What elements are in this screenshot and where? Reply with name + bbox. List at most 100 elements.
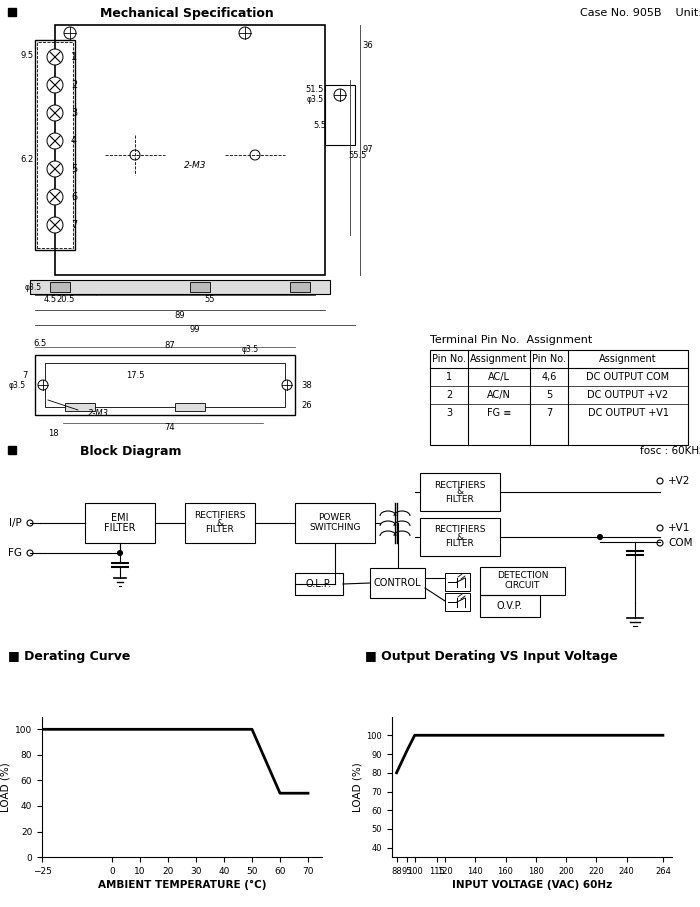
Bar — [295, 573, 343, 595]
Text: 2-M3: 2-M3 — [183, 161, 206, 170]
Text: 89: 89 — [175, 310, 186, 319]
Text: 1: 1 — [446, 372, 452, 382]
Text: &: & — [456, 532, 463, 541]
Circle shape — [64, 27, 76, 39]
Bar — [480, 567, 565, 595]
Text: 6.5: 6.5 — [34, 338, 47, 347]
Text: AC/L: AC/L — [488, 372, 510, 382]
X-axis label: INPUT VOLTAGE (VAC) 60Hz: INPUT VOLTAGE (VAC) 60Hz — [452, 880, 612, 890]
Bar — [325, 85, 355, 145]
Text: ■ Output Derating VS Input Voltage: ■ Output Derating VS Input Voltage — [365, 650, 617, 663]
Text: 18: 18 — [48, 428, 58, 437]
Text: SWITCHING: SWITCHING — [309, 523, 360, 532]
Text: FILTER: FILTER — [446, 540, 475, 549]
Circle shape — [282, 380, 292, 390]
Text: fosc : 60KHz: fosc : 60KHz — [640, 446, 700, 456]
Text: CIRCUIT: CIRCUIT — [505, 581, 540, 590]
Circle shape — [130, 150, 140, 160]
Text: I/P: I/P — [9, 518, 22, 528]
Bar — [295, 503, 375, 543]
Text: 36: 36 — [363, 41, 373, 50]
Circle shape — [47, 133, 63, 149]
Text: 26: 26 — [302, 401, 312, 409]
Text: 51.5: 51.5 — [306, 85, 324, 94]
Text: Mechanical Specification: Mechanical Specification — [100, 6, 274, 19]
Text: Terminal Pin No.  Assignment: Terminal Pin No. Assignment — [430, 335, 592, 345]
Circle shape — [27, 520, 33, 526]
Text: 4: 4 — [71, 136, 77, 146]
Text: 3: 3 — [71, 108, 77, 118]
Text: DETECTION: DETECTION — [497, 571, 548, 580]
Bar — [445, 573, 470, 591]
Text: RECTIFIERS: RECTIFIERS — [434, 525, 486, 534]
Text: COM: COM — [668, 538, 692, 548]
Text: Pin No.: Pin No. — [532, 354, 566, 364]
Bar — [65, 403, 95, 411]
Text: FG: FG — [8, 548, 22, 558]
Text: 3: 3 — [446, 408, 452, 418]
Circle shape — [657, 525, 663, 531]
Circle shape — [47, 105, 63, 121]
Text: 6.2: 6.2 — [20, 155, 34, 164]
Text: POWER: POWER — [318, 513, 351, 522]
Text: 74: 74 — [164, 423, 175, 432]
Circle shape — [47, 217, 63, 233]
Text: 7: 7 — [22, 370, 28, 379]
Circle shape — [334, 89, 346, 101]
Text: φ3.5: φ3.5 — [307, 95, 323, 104]
Text: RECTIFIERS: RECTIFIERS — [195, 512, 246, 521]
Text: 17.5: 17.5 — [126, 370, 144, 379]
Text: 87: 87 — [164, 340, 176, 349]
Bar — [175, 403, 205, 411]
Circle shape — [657, 540, 663, 546]
Y-axis label: LOAD (%): LOAD (%) — [1, 762, 11, 812]
Text: 97: 97 — [363, 145, 373, 154]
Circle shape — [27, 550, 33, 556]
Text: 20.5: 20.5 — [56, 296, 75, 305]
Text: FILTER: FILTER — [104, 523, 136, 533]
Text: 4,6: 4,6 — [541, 372, 556, 382]
Text: CONTROL: CONTROL — [374, 578, 421, 588]
Bar — [35, 40, 75, 250]
Text: 2-M3: 2-M3 — [88, 408, 108, 417]
Text: 5.5: 5.5 — [314, 121, 327, 130]
Text: 7: 7 — [71, 220, 77, 230]
Circle shape — [598, 534, 603, 540]
Bar — [30, 280, 330, 294]
Y-axis label: LOAD (%): LOAD (%) — [352, 762, 363, 812]
X-axis label: AMBIENT TEMPERATURE (°C): AMBIENT TEMPERATURE (°C) — [98, 880, 266, 890]
Text: 55.5: 55.5 — [349, 151, 368, 160]
Text: φ3.5: φ3.5 — [25, 282, 41, 291]
Text: ■ Derating Curve: ■ Derating Curve — [8, 650, 130, 663]
Circle shape — [239, 27, 251, 39]
Text: &: & — [456, 487, 463, 496]
Circle shape — [47, 189, 63, 205]
Text: Assignment: Assignment — [599, 354, 657, 364]
Text: RECTIFIERS: RECTIFIERS — [434, 481, 486, 490]
Text: FG ≡: FG ≡ — [486, 408, 511, 418]
Bar — [185, 503, 255, 543]
Text: 9.5: 9.5 — [20, 51, 34, 60]
Circle shape — [657, 478, 663, 484]
Text: 7: 7 — [546, 408, 552, 418]
Text: O.V.P.: O.V.P. — [497, 601, 523, 611]
Circle shape — [47, 161, 63, 177]
Text: 6: 6 — [71, 192, 77, 202]
Circle shape — [47, 49, 63, 65]
Text: DC OUTPUT +V1: DC OUTPUT +V1 — [587, 408, 668, 418]
Circle shape — [250, 150, 260, 160]
Bar — [290, 282, 310, 292]
Text: 2: 2 — [446, 390, 452, 400]
Text: 1: 1 — [71, 52, 77, 62]
Circle shape — [47, 77, 63, 93]
Text: φ3.5: φ3.5 — [241, 346, 258, 355]
Text: 38: 38 — [302, 381, 312, 389]
Circle shape — [38, 380, 48, 390]
Text: O.L.P.: O.L.P. — [306, 579, 332, 589]
Text: 4.5: 4.5 — [43, 296, 57, 305]
Text: Case No. 905B    Unit:mm: Case No. 905B Unit:mm — [580, 8, 700, 18]
Text: 99: 99 — [190, 326, 200, 335]
Text: FILTER: FILTER — [206, 525, 234, 534]
Text: AC/N: AC/N — [487, 390, 511, 400]
Bar — [45, 363, 285, 407]
